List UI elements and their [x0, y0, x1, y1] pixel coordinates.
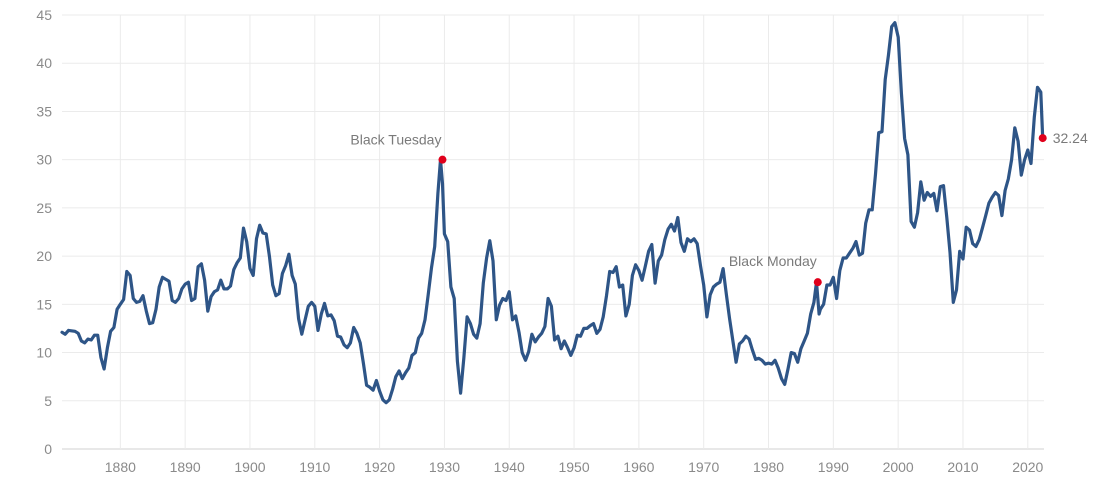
annotations: Black Tuesday Black Monday 32.24 [350, 130, 1088, 287]
annotation-marker [438, 155, 447, 164]
gridlines [62, 14, 1044, 450]
annotation-label: Black Monday [729, 253, 817, 269]
x-tick-label: 1910 [299, 459, 330, 475]
annotation-marker [813, 278, 822, 287]
x-tick-label: 1950 [558, 459, 589, 475]
x-tick-label: 2020 [1012, 459, 1043, 475]
x-tick-label: 2010 [947, 459, 978, 475]
x-tick-label: 1980 [753, 459, 784, 475]
y-tick-label: 0 [44, 441, 52, 457]
x-tick-label: 1990 [818, 459, 849, 475]
y-tick-label: 25 [36, 200, 52, 216]
x-tick-label: 1880 [105, 459, 136, 475]
annotation-label: Black Tuesday [350, 132, 441, 148]
y-tick-label: 40 [36, 55, 52, 71]
x-tick-label: 1930 [429, 459, 460, 475]
y-tick-label: 15 [36, 296, 52, 312]
x-tick-label: 1940 [494, 459, 525, 475]
series-layer [60, 21, 1045, 405]
x-tick-label: 1900 [234, 459, 265, 475]
y-tick-label: 5 [44, 393, 52, 409]
x-tick-label: 1970 [688, 459, 719, 475]
x-tick-label: 1920 [364, 459, 395, 475]
axis-ticks: 0 5 10 15 20 25 30 35 40 45 1880 1890 1900 1910 1920 19… [36, 7, 1043, 475]
y-tick-label: 20 [36, 248, 52, 264]
annotation-label: 32.24 [1053, 130, 1088, 146]
x-tick-label: 2000 [883, 459, 914, 475]
y-tick-label: 45 [36, 7, 52, 23]
y-tick-label: 30 [36, 152, 52, 168]
x-tick-label: 1890 [170, 459, 201, 475]
x-tick-label: 1960 [623, 459, 654, 475]
series-line [60, 21, 1045, 405]
annotation-marker [1038, 134, 1047, 143]
y-tick-label: 35 [36, 103, 52, 119]
y-tick-label: 10 [36, 345, 52, 361]
